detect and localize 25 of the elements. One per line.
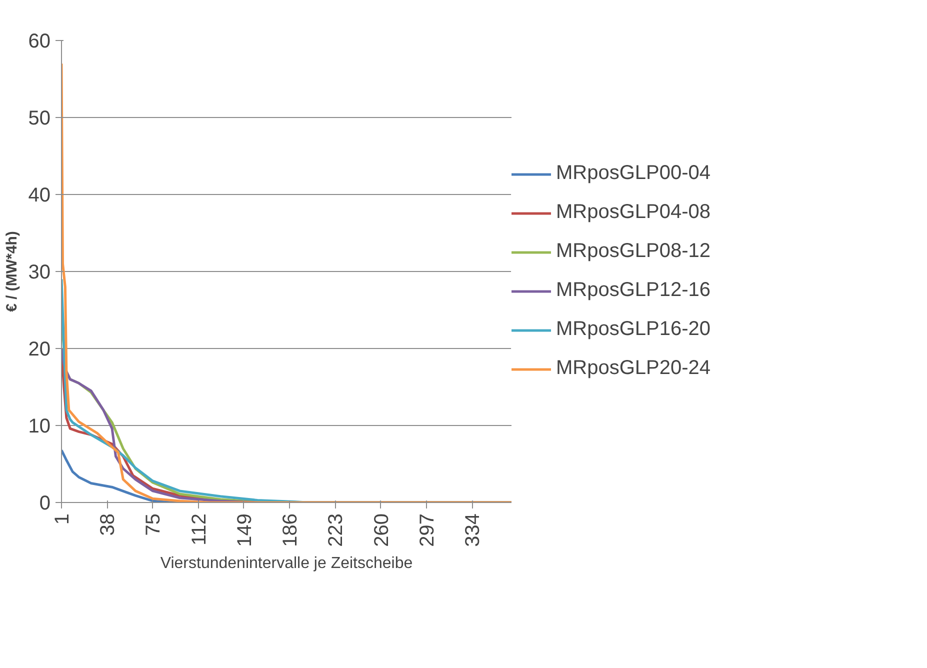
x-tick-label: 334 bbox=[462, 513, 484, 547]
x-tick-label: 149 bbox=[234, 513, 256, 547]
x-tick-label: 297 bbox=[416, 513, 438, 547]
y-tick-label: 30 bbox=[28, 262, 51, 284]
y-tick-label: 50 bbox=[28, 108, 51, 130]
legend-label: MRposGLP20-24 bbox=[556, 357, 711, 380]
x-tick-label: 38 bbox=[97, 513, 120, 536]
x-tick-label: 223 bbox=[325, 513, 348, 547]
y-tick-label: 60 bbox=[28, 30, 51, 52]
legend-label: MRposGLP00-04 bbox=[556, 162, 711, 185]
x-axis-title: Vierstundenintervalle je Zeitscheibe bbox=[160, 554, 413, 572]
legend-label: MRposGLP04-08 bbox=[556, 201, 711, 224]
x-tick-label: 75 bbox=[142, 513, 165, 536]
legend-label: MRposGLP12-16 bbox=[556, 279, 711, 302]
y-tick-label: 10 bbox=[28, 416, 51, 438]
y-tick-label: 20 bbox=[28, 338, 51, 360]
x-tick-label: 186 bbox=[280, 513, 302, 547]
x-tick-label: 112 bbox=[188, 513, 210, 546]
legend-label: MRposGLP08-12 bbox=[556, 240, 711, 263]
y-tick-label: 40 bbox=[28, 184, 51, 206]
y-tick-label: 0 bbox=[39, 492, 50, 514]
legend-label: MRposGLP16-20 bbox=[556, 318, 711, 341]
y-axis-title: € / (MW*4h) bbox=[3, 231, 20, 312]
x-tick-label: 1 bbox=[52, 514, 74, 525]
x-tick-label: 260 bbox=[370, 513, 393, 547]
